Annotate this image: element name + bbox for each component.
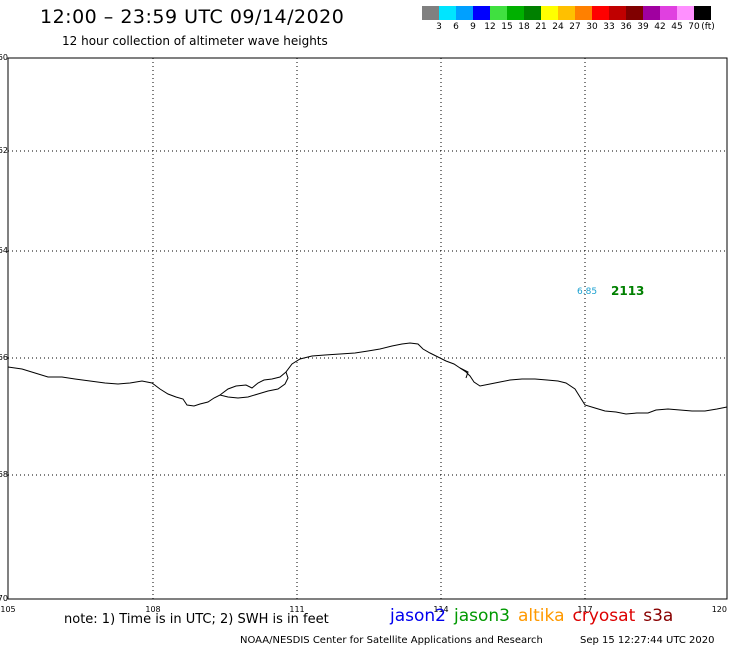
colorbar-swatch	[507, 6, 524, 20]
colorbar-label: 33	[603, 22, 615, 32]
x-tick-label: 117	[577, 605, 592, 614]
colorbar-swatch	[541, 6, 558, 20]
colorbar-swatch	[660, 6, 677, 20]
colorbar-swatch	[609, 6, 626, 20]
colorbar-label: 9	[470, 22, 476, 32]
colorbar-swatch	[643, 6, 660, 20]
y-tick-label: -68	[0, 470, 8, 479]
colorbar-labels: 3 6 9 12 15 18 21 24 27 30 33 36 39 42 45 70 (ft)	[422, 22, 740, 34]
coastline-inlet	[219, 371, 287, 396]
colorbar-label: (ft)	[701, 22, 715, 32]
mission-cryosat: cryosat	[572, 606, 636, 626]
wave-height-value-label: 6.85	[577, 287, 597, 297]
wave-height-colorbar	[422, 6, 711, 20]
x-tick-label: 111	[289, 605, 304, 614]
colorbar-label: 70	[688, 22, 700, 32]
y-tick-label: -66	[0, 353, 8, 362]
page-subtitle: 12 hour collection of altimeter wave hei…	[62, 34, 328, 48]
coastline	[7, 342, 728, 415]
colorbar-swatch	[439, 6, 456, 20]
x-tick-label: 114	[433, 605, 448, 614]
colorbar-label: 45	[671, 22, 683, 32]
y-tick-label: -62	[0, 146, 8, 155]
mission-jason3: jason3	[454, 606, 510, 626]
coastline-fragment	[459, 367, 469, 379]
colorbar-label: 12	[484, 22, 496, 32]
mission-jason2: jason2	[390, 606, 446, 626]
x-tick-label: 105	[0, 605, 15, 614]
colorbar-label: 36	[620, 22, 632, 32]
colorbar-label: 21	[535, 22, 547, 32]
colorbar-label: 30	[586, 22, 598, 32]
units-note: note: 1) Time is in UTC; 2) SWH is in fe…	[64, 612, 329, 627]
mission-s3a: s3a	[643, 606, 674, 626]
colorbar-label: 15	[501, 22, 513, 32]
colorbar-swatch	[524, 6, 541, 20]
colorbar-swatch	[575, 6, 592, 20]
colorbar-swatch	[626, 6, 643, 20]
page-title: 12:00 – 23:59 UTC 09/14/2020	[40, 6, 345, 28]
colorbar-label: 3	[436, 22, 442, 32]
colorbar-label: 27	[569, 22, 581, 32]
generated-timestamp: Sep 15 12:27:44 UTC 2020	[580, 635, 715, 646]
y-tick-label: -60	[0, 53, 8, 62]
colorbar-swatch	[490, 6, 507, 20]
graticule	[8, 58, 727, 599]
observation-time-label: 2113	[611, 284, 644, 298]
map-frame	[7, 57, 728, 600]
x-tick-label: 120	[712, 605, 727, 614]
coastline-main	[7, 342, 728, 415]
axis-labels: -60 -62 -64 -66 -68 -70 105 108 111 114 …	[0, 53, 727, 614]
y-tick-label: -64	[0, 246, 8, 255]
colorbar-label: 18	[518, 22, 530, 32]
y-tick-label: -70	[0, 594, 8, 603]
colorbar-swatch	[422, 6, 439, 20]
colorbar-swatch	[592, 6, 609, 20]
colorbar-swatch	[473, 6, 490, 20]
colorbar-swatch	[558, 6, 575, 20]
colorbar-swatch	[677, 6, 694, 20]
colorbar-label: 42	[654, 22, 666, 32]
mission-altika: altika	[518, 606, 565, 626]
x-tick-label: 108	[145, 605, 160, 614]
colorbar-label: 39	[637, 22, 649, 32]
mission-legend: jason2 jason3 altika cryosat s3a	[390, 606, 681, 626]
credit-text: NOAA/NESDIS Center for Satellite Applica…	[240, 635, 543, 646]
colorbar-label: 6	[453, 22, 459, 32]
colorbar-swatch	[694, 6, 711, 20]
colorbar-label: 24	[552, 22, 564, 32]
colorbar-swatch	[456, 6, 473, 20]
